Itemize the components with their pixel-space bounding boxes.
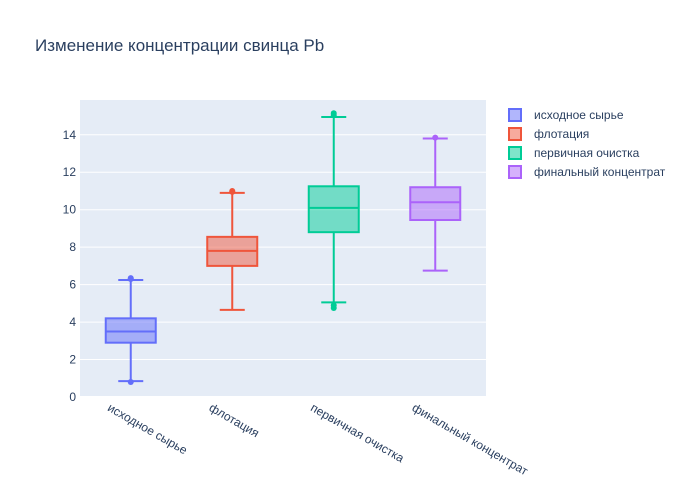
legend-label: первичная очистка <box>534 146 640 160</box>
y-tick-label: 10 <box>63 203 77 217</box>
outlier-point <box>127 275 134 282</box>
y-tick-label: 6 <box>69 278 76 292</box>
y-tick-label: 14 <box>63 128 77 142</box>
box-1[interactable] <box>104 275 157 386</box>
outlier-point <box>127 379 134 386</box>
y-tick-label: 0 <box>69 390 76 404</box>
x-axis: исходное сырье флотация первичная очистка ф… <box>105 400 531 478</box>
y-tick-label: 2 <box>69 353 76 367</box>
y-axis: 0 2 4 6 8 10 12 14 <box>63 128 77 404</box>
legend[interactable]: исходное сырье флотация первичная очистка ф… <box>508 108 666 179</box>
outlier-point <box>432 134 439 141</box>
box-4[interactable] <box>409 134 462 272</box>
legend-label: флотация <box>534 127 589 141</box>
outlier-point <box>229 187 236 194</box>
legend-label: финальный концентрат <box>534 165 666 179</box>
legend-item[interactable]: исходное сырье <box>508 108 624 122</box>
legend-item[interactable]: флотация <box>508 127 589 141</box>
outlier-point <box>330 302 337 309</box>
legend-item[interactable]: первичная очистка <box>508 146 640 160</box>
box-series <box>104 110 462 386</box>
box-2[interactable] <box>206 187 259 311</box>
outlier-point <box>330 110 337 117</box>
box-iqr <box>409 186 462 222</box>
legend-swatch <box>508 127 522 141</box>
x-tick-label: финальный концентрат <box>410 400 531 478</box>
x-tick-label: флотация <box>207 400 262 440</box>
box-iqr <box>307 185 360 234</box>
x-tick-label: исходное сырье <box>105 400 190 457</box>
legend-swatch <box>508 165 522 179</box>
y-tick-label: 8 <box>69 240 76 254</box>
legend-item[interactable]: финальный концентрат <box>508 165 666 179</box>
y-tick-label: 12 <box>63 165 77 179</box>
chart-title: Изменение концентрации свинца Pb <box>35 36 324 55</box>
x-tick-label: первичная очистка <box>308 400 407 465</box>
legend-label: исходное сырье <box>534 108 624 122</box>
plot-area <box>80 100 486 397</box>
legend-swatch <box>508 108 522 122</box>
box-3[interactable] <box>307 110 360 312</box>
y-tick-label: 4 <box>69 315 76 329</box>
legend-swatch <box>508 146 522 160</box>
